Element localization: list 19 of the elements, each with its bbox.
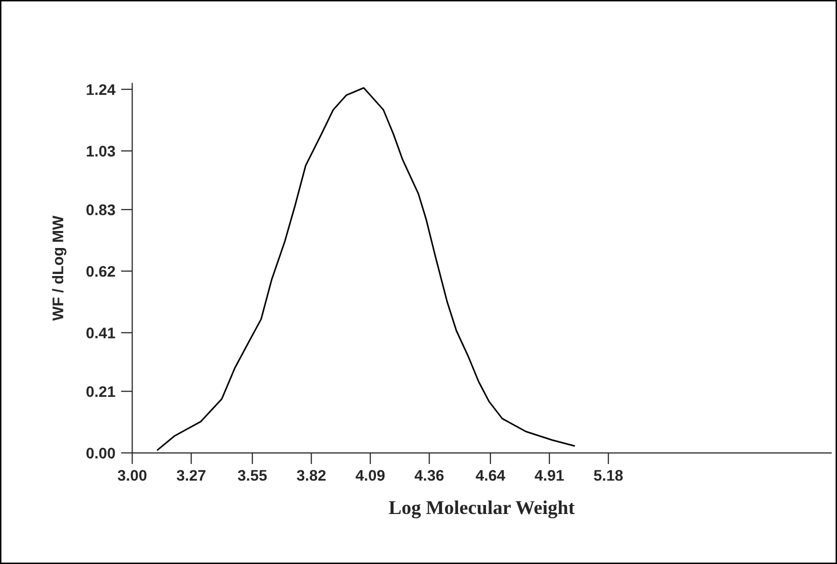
x-axis-title: Log Molecular Weight bbox=[388, 500, 575, 518]
x-tick-label: 5.18 bbox=[594, 470, 623, 481]
y-tick-label: 0.00 bbox=[86, 448, 115, 459]
x-tick-label: 4.09 bbox=[356, 470, 385, 481]
x-tick-label: 4.64 bbox=[476, 470, 506, 481]
x-tick-label: 4.36 bbox=[414, 470, 444, 481]
line-series bbox=[156, 87, 576, 451]
y-tick-label: 0.21 bbox=[86, 386, 116, 398]
x-tick-label: 3.82 bbox=[296, 470, 326, 481]
x-tick-label: 4.91 bbox=[534, 470, 564, 481]
x-tick-label: 3.55 bbox=[238, 470, 267, 481]
x-tick-label: 3.27 bbox=[176, 470, 206, 481]
y-tick-label: 1.24 bbox=[86, 84, 116, 95]
y-axis-title: WF / dLog MW bbox=[52, 216, 66, 321]
y-tick-label: 0.62 bbox=[86, 266, 115, 277]
x-tick-label: 3.00 bbox=[118, 470, 146, 481]
y-tick-label: 0.41 bbox=[86, 328, 116, 338]
y-tick-label: 1.03 bbox=[86, 146, 116, 157]
y-tick-label: 0.83 bbox=[86, 204, 116, 216]
